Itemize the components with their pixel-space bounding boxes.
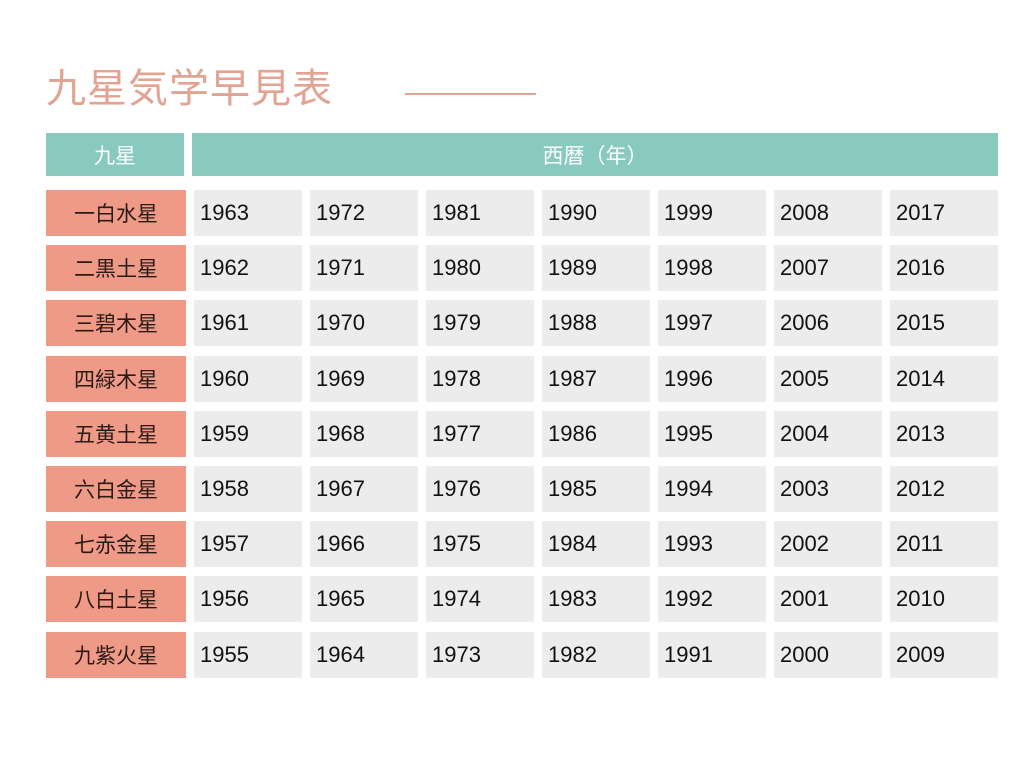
title-divider [405, 93, 536, 95]
table-row: 七赤金星 1957 1966 1975 1984 1993 2002 2011 [46, 521, 998, 568]
table-row: 一白水星 1963 1972 1981 1990 1999 2008 2017 [46, 190, 998, 236]
header-nine-star: 九星 [46, 133, 184, 176]
table-row: 四緑木星 1960 1969 1978 1987 1996 2005 2014 [46, 355, 998, 402]
year-cell: 1958 [194, 466, 302, 512]
year-cell: 2003 [774, 466, 882, 512]
year-cell: 1968 [310, 410, 418, 457]
year-cell: 1965 [310, 576, 418, 623]
year-cell: 1990 [542, 190, 650, 236]
year-cell: 1964 [310, 631, 418, 678]
year-cell: 1957 [194, 521, 302, 568]
year-cell: 1986 [542, 410, 650, 457]
year-cell: 1994 [658, 466, 766, 512]
year-cell: 1991 [658, 631, 766, 678]
table-row: 八白土星 1956 1965 1974 1983 1992 2001 2010 [46, 576, 998, 623]
year-cell: 1967 [310, 466, 418, 512]
year-cell: 2001 [774, 576, 882, 623]
year-cell: 1981 [426, 190, 534, 236]
year-cell: 2015 [890, 300, 998, 347]
year-cell: 1997 [658, 300, 766, 347]
year-cell: 1976 [426, 466, 534, 512]
year-cell: 1993 [658, 521, 766, 568]
year-cell: 1960 [194, 355, 302, 402]
year-cell: 2017 [890, 190, 998, 236]
table-row: 六白金星 1958 1967 1976 1985 1994 2003 2012 [46, 466, 998, 512]
star-label: 六白金星 [46, 466, 186, 512]
year-cell: 1998 [658, 245, 766, 292]
star-label: 四緑木星 [46, 355, 186, 402]
year-cell: 2012 [890, 466, 998, 512]
year-cell: 1966 [310, 521, 418, 568]
page-title: 九星気学早見表 [46, 66, 333, 112]
star-label: 五黄土星 [46, 410, 186, 457]
year-cell: 1955 [194, 631, 302, 678]
year-cell: 2010 [890, 576, 998, 623]
year-cell: 1970 [310, 300, 418, 347]
year-cell: 2004 [774, 410, 882, 457]
year-cell: 1980 [426, 245, 534, 292]
year-cell: 1975 [426, 521, 534, 568]
year-cell: 1983 [542, 576, 650, 623]
star-label: 一白水星 [46, 190, 186, 236]
year-cell: 1962 [194, 245, 302, 292]
year-cell: 1978 [426, 355, 534, 402]
year-cell: 1959 [194, 410, 302, 457]
year-cell: 1999 [658, 190, 766, 236]
star-label: 八白土星 [46, 576, 186, 623]
table-row: 三碧木星 1961 1970 1979 1988 1997 2006 2015 [46, 300, 998, 347]
year-cell: 2000 [774, 631, 882, 678]
year-cell: 1996 [658, 355, 766, 402]
year-cell: 2008 [774, 190, 882, 236]
year-cell: 2009 [890, 631, 998, 678]
star-label: 二黒土星 [46, 245, 186, 292]
year-cell: 2007 [774, 245, 882, 292]
year-cell: 2014 [890, 355, 998, 402]
header-year: 西暦（年） [192, 133, 998, 176]
year-cell: 1995 [658, 410, 766, 457]
table-row: 九紫火星 1955 1964 1973 1982 1991 2000 2009 [46, 631, 998, 678]
year-cell: 1961 [194, 300, 302, 347]
year-cell: 1984 [542, 521, 650, 568]
table-row: 五黄土星 1959 1968 1977 1986 1995 2004 2013 [46, 410, 998, 457]
year-cell: 1987 [542, 355, 650, 402]
star-label: 三碧木星 [46, 300, 186, 347]
year-cell: 1972 [310, 190, 418, 236]
year-cell: 2013 [890, 410, 998, 457]
year-cell: 2005 [774, 355, 882, 402]
star-label: 七赤金星 [46, 521, 186, 568]
year-cell: 1985 [542, 466, 650, 512]
table-row: 二黒土星 1962 1971 1980 1989 1998 2007 2016 [46, 245, 998, 292]
year-cell: 1956 [194, 576, 302, 623]
year-cell: 1982 [542, 631, 650, 678]
year-cell: 2016 [890, 245, 998, 292]
year-cell: 1977 [426, 410, 534, 457]
star-label: 九紫火星 [46, 631, 186, 678]
year-cell: 1974 [426, 576, 534, 623]
year-cell: 2011 [890, 521, 998, 568]
year-cell: 1971 [310, 245, 418, 292]
year-cell: 2002 [774, 521, 882, 568]
year-cell: 1979 [426, 300, 534, 347]
year-cell: 2006 [774, 300, 882, 347]
year-cell: 1969 [310, 355, 418, 402]
year-cell: 1963 [194, 190, 302, 236]
year-cell: 1973 [426, 631, 534, 678]
year-cell: 1992 [658, 576, 766, 623]
year-cell: 1989 [542, 245, 650, 292]
year-cell: 1988 [542, 300, 650, 347]
